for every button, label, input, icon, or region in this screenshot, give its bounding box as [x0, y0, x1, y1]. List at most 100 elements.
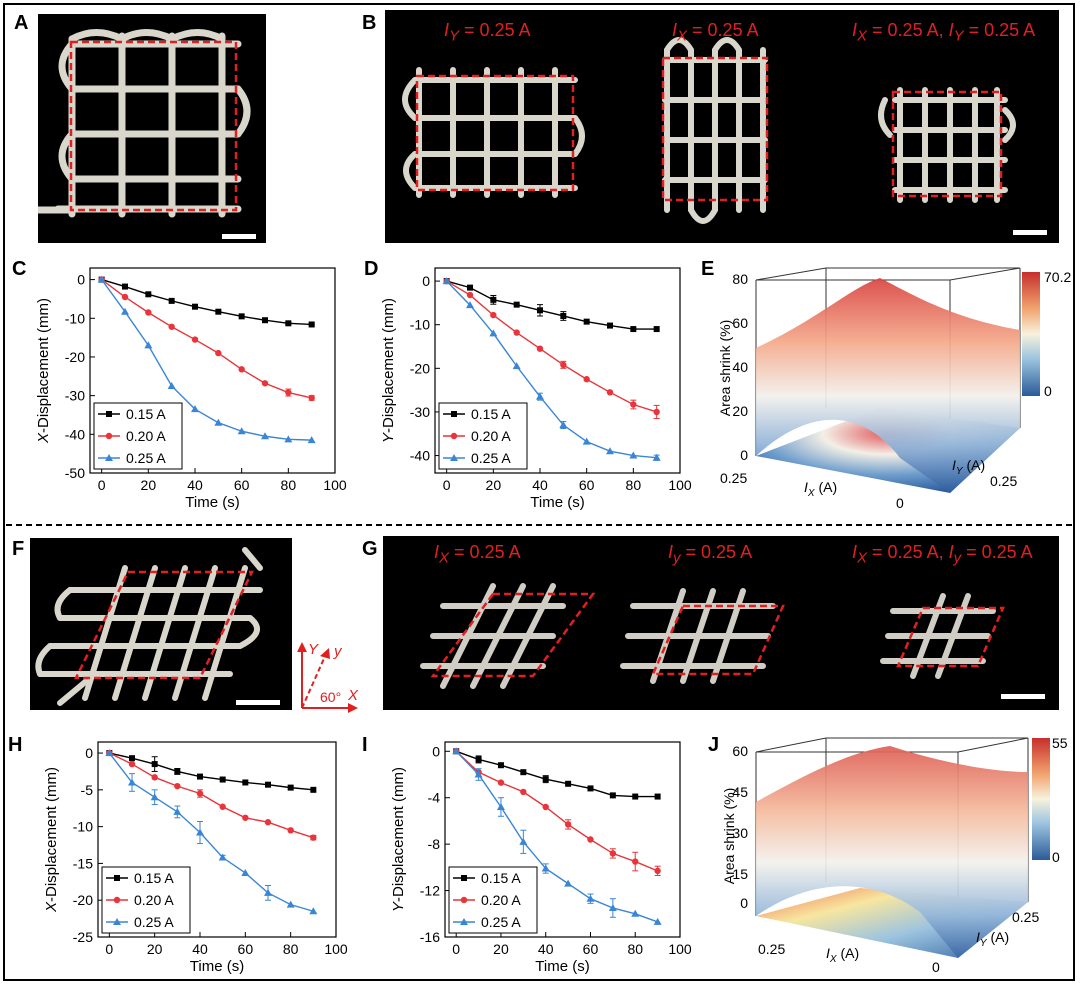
iy-axis-label: IY (A) — [976, 929, 1009, 949]
z-axis-label: Area shrink (%) — [721, 788, 737, 884]
x-axis-label: Time (s) — [190, 958, 244, 975]
y-tick-label: -30 — [65, 388, 85, 404]
y-tick-label: -30 — [410, 404, 430, 420]
data-point — [607, 322, 613, 329]
legend-label: 0.20 A — [481, 892, 521, 908]
series-line — [101, 278, 312, 326]
y-tick-label: -10 — [410, 317, 430, 333]
data-point — [121, 293, 129, 301]
chart-i: 0 20 40 60 80 100 0 -4 -8 -12 -16 Time (s) Y-Displac… — [390, 741, 692, 975]
panel-label-j: J — [708, 734, 720, 756]
series-line — [455, 750, 658, 923]
data-point — [564, 821, 572, 828]
x-max-tick: 0.25 — [720, 470, 747, 486]
series-line — [446, 280, 657, 330]
data-point — [287, 784, 294, 791]
chart-h: 0 20 40 60 80 100 0 -5 -10 -15 -20 -25 Time (s) X-Dis… — [43, 741, 348, 975]
legend-label: 0.25 A — [471, 450, 511, 466]
axis-orientation-inset: Y y 60° X — [297, 641, 359, 713]
z-tick: 60 — [732, 315, 748, 331]
data-point — [173, 807, 182, 815]
x-tick-label: 0 — [443, 477, 451, 493]
data-point — [262, 317, 268, 324]
data-point — [168, 323, 175, 330]
data-point — [631, 909, 640, 917]
legend-marker — [460, 918, 468, 925]
data-point — [215, 308, 222, 315]
legend-label: 0.15 A — [481, 870, 521, 886]
data-point — [241, 868, 250, 876]
series-line — [446, 280, 657, 413]
y-tick-label: -10 — [73, 819, 93, 835]
legend-marker — [106, 411, 112, 417]
z-axis-label: Area shrink (%) — [717, 320, 733, 416]
x-max-tick: 0.25 — [758, 941, 785, 957]
y-tick-label: -20 — [73, 892, 93, 908]
series-line — [446, 280, 657, 459]
data-point — [191, 405, 199, 413]
x-tick-label: 80 — [281, 477, 297, 493]
data-point — [261, 380, 269, 387]
legend-label: 0.25 A — [134, 914, 174, 930]
data-point — [151, 761, 158, 768]
x-axis-label: Time (s) — [535, 958, 589, 975]
data-point — [214, 418, 223, 426]
z-tick: 30 — [732, 825, 748, 841]
colorbar — [1032, 738, 1050, 860]
y-tick-label: -20 — [65, 349, 85, 365]
colorbar-max: 70.2 — [1044, 269, 1071, 285]
legend-label: 0.15 A — [134, 870, 174, 886]
x-tick-label: 60 — [583, 941, 599, 957]
series-line — [109, 752, 314, 839]
caption-g3: IX = 0.25 A, Iy = 0.25 A — [852, 542, 1033, 567]
series-line — [108, 752, 314, 912]
data-point — [520, 769, 527, 776]
y-tick-label: -25 — [73, 929, 93, 945]
axis-yo-label: y — [333, 643, 343, 660]
data-point — [128, 778, 136, 786]
data-point — [285, 320, 292, 327]
scale-bar — [222, 234, 256, 239]
x-tick-label: 60 — [238, 941, 254, 957]
x-tick-label: 100 — [668, 477, 692, 493]
data-point — [309, 907, 318, 915]
x-tick-label: 20 — [141, 477, 157, 493]
y-max-tick: 0.25 — [990, 473, 1017, 489]
legend-marker — [461, 875, 467, 881]
data-point — [237, 427, 246, 435]
panel-label-i: I — [362, 734, 368, 756]
panel-label-h: H — [8, 734, 23, 756]
data-point — [653, 917, 662, 925]
data-point — [466, 291, 474, 299]
photo-f-rhombic-mesh — [30, 538, 292, 710]
x-tick-label: 20 — [486, 477, 502, 493]
data-point — [560, 312, 567, 319]
data-point — [150, 793, 159, 801]
scale-bar — [1013, 230, 1047, 235]
data-point — [310, 834, 317, 841]
scale-bar — [236, 700, 280, 705]
y-tick-label: -8 — [428, 836, 441, 852]
data-point — [219, 776, 226, 783]
x-tick-label: 80 — [627, 941, 643, 957]
x-tick-label: 40 — [532, 477, 548, 493]
angle-label: 60° — [320, 689, 341, 705]
legend-marker — [105, 454, 113, 461]
data-point — [606, 389, 614, 396]
series-line — [109, 752, 314, 791]
series-line — [455, 750, 658, 798]
panel-label-f: F — [12, 538, 25, 560]
legend-marker — [450, 454, 458, 461]
x-tick-label: 60 — [234, 477, 250, 493]
origin-tick: 0 — [932, 959, 940, 975]
data-point — [265, 781, 271, 788]
ix-axis-label: IX (A) — [804, 479, 837, 499]
data-point — [496, 803, 505, 810]
z-tick: 80 — [732, 271, 748, 287]
data-point — [145, 291, 152, 298]
data-point — [238, 366, 245, 373]
caption-b3: IX = 0.25 A, IY = 0.25 A — [852, 20, 1036, 45]
plot-area — [434, 267, 681, 474]
data-point — [609, 850, 617, 857]
data-point — [121, 307, 129, 315]
